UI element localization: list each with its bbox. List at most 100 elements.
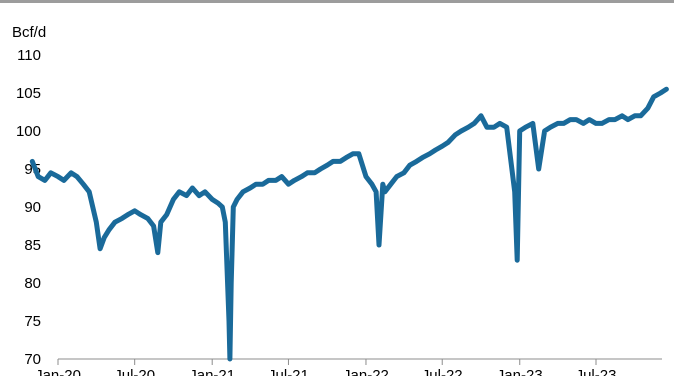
data-point	[177, 189, 182, 194]
data-point	[231, 205, 236, 209]
data-point	[56, 174, 60, 179]
data-point	[523, 125, 528, 130]
y-tick-label: 75	[24, 313, 41, 330]
y-tick-label: 110	[17, 47, 41, 64]
data-point	[581, 121, 586, 126]
data-point	[248, 186, 253, 190]
data-point	[138, 212, 143, 217]
data-point	[223, 220, 228, 225]
data-point	[132, 208, 137, 213]
data-point	[497, 121, 502, 126]
data-point	[459, 129, 464, 133]
data-point	[61, 178, 66, 183]
data-point	[356, 151, 361, 156]
data-point	[145, 216, 150, 221]
data-point	[504, 125, 509, 130]
data-point	[394, 174, 399, 179]
y-tick-label: 105	[16, 85, 41, 102]
data-point	[299, 174, 304, 179]
data-point	[594, 121, 598, 126]
data-point	[377, 243, 381, 247]
series-line	[29, 86, 669, 362]
data-point	[227, 319, 231, 323]
x-axis: Jan-20 Jul-20 Jan-21 Jul-21 Jan-22 Jul-22 Jan-…	[35, 358, 662, 376]
data-point	[305, 170, 310, 175]
data-point	[536, 167, 541, 171]
data-point	[235, 197, 240, 202]
data-point	[87, 189, 92, 194]
data-point	[626, 117, 630, 122]
data-point	[555, 121, 560, 126]
data-point	[254, 182, 258, 187]
data-point	[279, 174, 284, 179]
data-point	[599, 121, 604, 126]
data-point	[512, 189, 517, 194]
data-point	[227, 357, 232, 361]
data-point	[472, 121, 477, 126]
data-point	[94, 220, 99, 225]
y-tick-label: 70	[24, 351, 41, 368]
data-point	[664, 87, 669, 92]
data-point	[517, 129, 522, 133]
data-point	[440, 144, 445, 149]
data-point	[574, 117, 579, 122]
data-point	[158, 220, 163, 225]
data-point	[220, 205, 225, 209]
data-point	[107, 227, 111, 232]
data-point	[453, 132, 458, 137]
x-tick-label: Jul-23	[576, 367, 617, 376]
x-tick-label: Jul-20	[114, 367, 155, 376]
data-point	[151, 224, 156, 228]
data-point	[190, 186, 195, 190]
data-point	[382, 189, 387, 194]
data-point	[42, 178, 47, 183]
data-point	[98, 246, 103, 251]
data-point	[331, 159, 336, 164]
data-point	[338, 159, 343, 164]
data-point	[414, 159, 419, 164]
data-point	[568, 117, 573, 122]
data-point	[651, 94, 656, 99]
data-point	[620, 113, 625, 118]
data-point	[388, 182, 393, 187]
data-point	[120, 216, 124, 221]
data-point	[369, 182, 374, 187]
data-point	[607, 117, 612, 122]
x-tick-label: Jan-21	[189, 367, 235, 376]
y-tick-label: 85	[24, 237, 41, 254]
data-point	[658, 91, 663, 95]
data-point	[613, 117, 617, 122]
data-point	[561, 121, 566, 126]
data-point	[325, 163, 330, 168]
y-tick-label: 100	[16, 123, 41, 140]
data-point	[466, 125, 471, 130]
data-point	[81, 182, 86, 187]
series-group	[29, 86, 669, 362]
data-point	[48, 170, 53, 175]
data-point	[312, 170, 317, 175]
x-tick-label: Jan-20	[35, 367, 81, 376]
data-point	[292, 178, 297, 183]
data-point	[36, 174, 41, 179]
data-point	[587, 117, 592, 122]
y-axis-unit-label: Bcf/d	[12, 24, 46, 41]
data-point	[216, 201, 221, 206]
data-point	[286, 182, 291, 187]
data-point	[420, 155, 425, 160]
data-point	[75, 174, 79, 179]
x-tick-label: Jan-23	[497, 367, 543, 376]
y-tick-label: 90	[24, 199, 41, 216]
data-point	[407, 163, 412, 168]
data-point	[433, 148, 438, 152]
data-point	[492, 125, 496, 130]
data-point	[374, 189, 379, 194]
data-point	[542, 129, 547, 133]
data-point	[69, 170, 74, 175]
data-point	[479, 113, 483, 118]
data-point	[112, 220, 117, 225]
data-point	[530, 121, 535, 126]
data-point	[446, 140, 451, 145]
data-point	[171, 197, 176, 202]
